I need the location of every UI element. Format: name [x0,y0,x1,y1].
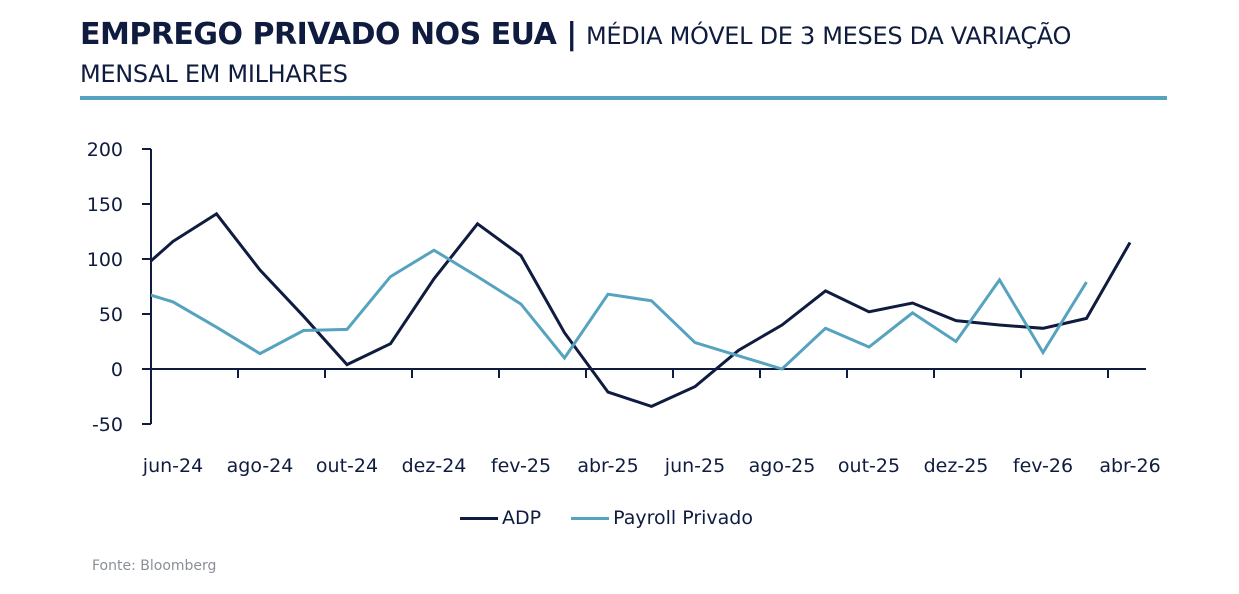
x-tick-label: dez-24 [402,455,467,477]
y-tick-label: 200 [87,139,123,161]
legend: ADP Payroll Privado [460,507,783,529]
source-note: Fonte: Bloomberg [92,558,217,574]
x-tick-label: fev-25 [491,455,551,477]
y-tick-label: 50 [99,304,123,326]
y-tick-label: 150 [87,194,123,216]
x-tick-label: out-25 [838,455,900,477]
series-line-adp [151,211,1132,409]
chart-title: EMPREGO PRIVADO NOS EUA | MÉDIA MÓVEL DE… [80,16,1160,92]
title-subtitle: MÉDIA MÓVEL DE 3 MESES DA VARIAÇÃO MENSA… [80,22,1072,88]
legend-swatch-payroll [571,516,610,520]
x-tick-label: jun-24 [142,455,203,477]
series-line-payroll [151,248,1088,371]
x-tick-label: ago-25 [749,455,816,477]
y-tick-label: 0 [111,359,123,381]
title-bold: EMPREGO PRIVADO NOS EUA | [80,17,577,52]
x-tick-label: fev-26 [1013,455,1073,477]
x-tick-label: jun-25 [664,455,725,477]
x-tick-label: ago-24 [227,455,294,477]
legend-label-adp: ADP [502,507,542,529]
legend-item-adp: ADP [460,507,541,529]
x-tick-label: out-24 [316,455,378,477]
x-tick-label: abr-25 [577,455,638,477]
y-tick-label: 100 [87,249,123,271]
x-tick-label: abr-26 [1099,455,1160,477]
x-tick-label: dez-25 [924,455,989,477]
legend-swatch-adp [460,516,498,520]
y-tick-label: -50 [92,414,123,436]
legend-item-payroll: Payroll Privado [571,507,753,529]
title-divider [80,96,1167,100]
legend-label-payroll: Payroll Privado [613,507,753,529]
